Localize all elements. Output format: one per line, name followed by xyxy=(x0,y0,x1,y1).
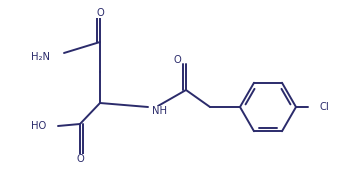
Text: O: O xyxy=(76,154,84,164)
Text: HO: HO xyxy=(31,121,46,131)
Text: Cl: Cl xyxy=(319,102,329,112)
Text: H₂N: H₂N xyxy=(31,52,50,62)
Text: NH: NH xyxy=(152,106,167,116)
Text: O: O xyxy=(96,8,104,18)
Text: O: O xyxy=(173,55,181,65)
